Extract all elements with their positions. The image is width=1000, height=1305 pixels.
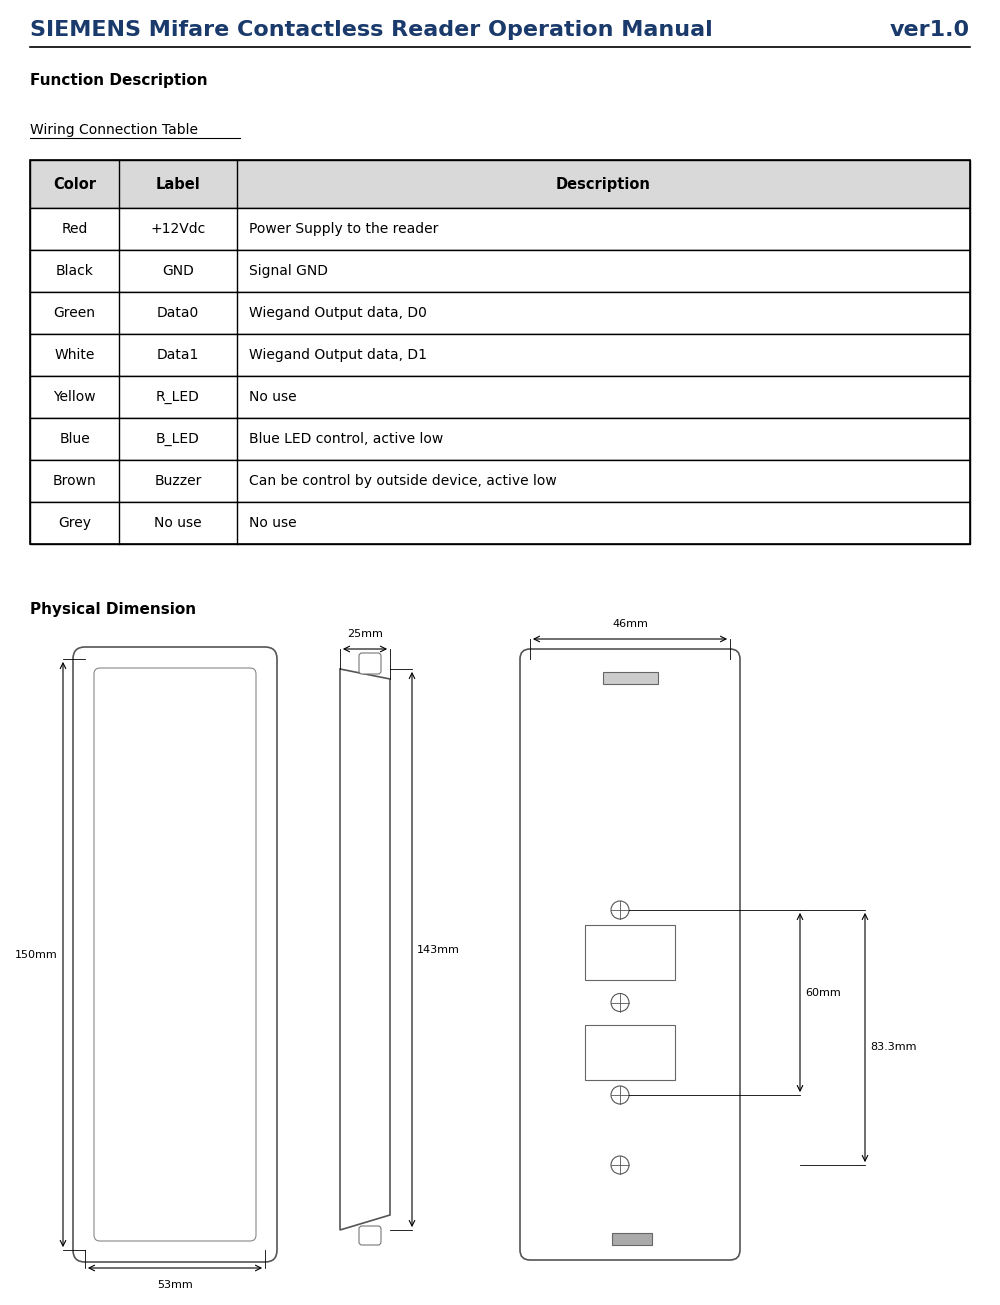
FancyBboxPatch shape [520, 649, 740, 1261]
Bar [30, 334, 970, 376]
Text: Data0: Data0 [157, 305, 199, 320]
FancyBboxPatch shape [359, 1225, 381, 1245]
Text: Color: Color [53, 176, 96, 192]
Bar [30, 459, 970, 502]
Circle shape [611, 993, 629, 1011]
Text: Description: Description [556, 176, 651, 192]
Bar [30, 207, 970, 251]
FancyBboxPatch shape [359, 652, 381, 673]
Polygon shape [340, 669, 390, 1231]
Bar [30, 161, 970, 207]
Text: 143mm: 143mm [417, 945, 460, 954]
FancyBboxPatch shape [73, 647, 277, 1262]
Bar [30, 161, 970, 544]
Text: Brown: Brown [53, 474, 97, 488]
Text: SIEMENS Mifare Contactless Reader Operation Manual: SIEMENS Mifare Contactless Reader Operat… [30, 20, 713, 40]
Text: 46mm: 46mm [612, 619, 648, 629]
Text: Wiegand Output data, D0: Wiegand Output data, D0 [249, 305, 427, 320]
Text: Data1: Data1 [157, 348, 199, 361]
Text: 60mm: 60mm [805, 988, 841, 997]
Text: Function Description: Function Description [30, 73, 208, 87]
Text: Label: Label [156, 176, 200, 192]
Text: B_LED: B_LED [156, 432, 200, 446]
Text: Power Supply to the reader: Power Supply to the reader [249, 222, 438, 236]
Text: Red: Red [61, 222, 88, 236]
Text: Signal GND: Signal GND [249, 264, 328, 278]
Text: R_LED: R_LED [156, 390, 200, 405]
Text: 53mm: 53mm [157, 1280, 193, 1291]
Text: Wiegand Output data, D1: Wiegand Output data, D1 [249, 348, 427, 361]
Bar [30, 292, 970, 334]
Text: No use: No use [249, 390, 296, 405]
Text: Physical Dimension: Physical Dimension [30, 602, 196, 616]
Circle shape [611, 1086, 629, 1104]
Bar [602, 672, 658, 684]
Bar [30, 251, 970, 292]
Bar [30, 376, 970, 418]
Text: Wiring Connection Table: Wiring Connection Table [30, 123, 198, 137]
Bar [585, 925, 675, 980]
Text: Buzzer: Buzzer [154, 474, 202, 488]
Text: No use: No use [154, 515, 202, 530]
Text: Yellow: Yellow [53, 390, 96, 405]
Text: Grey: Grey [58, 515, 91, 530]
Text: 83.3mm: 83.3mm [870, 1043, 917, 1053]
Circle shape [611, 900, 629, 919]
Circle shape [611, 1156, 629, 1174]
Text: No use: No use [249, 515, 296, 530]
Text: Blue: Blue [59, 432, 90, 446]
Text: 150mm: 150mm [15, 950, 58, 959]
Text: GND: GND [162, 264, 194, 278]
Text: Green: Green [54, 305, 96, 320]
Bar [30, 418, 970, 459]
Text: White: White [54, 348, 95, 361]
Bar [30, 502, 970, 544]
Text: +12Vdc: +12Vdc [150, 222, 206, 236]
Text: Black: Black [56, 264, 94, 278]
Text: ver1.0: ver1.0 [890, 20, 970, 40]
Bar [612, 1233, 652, 1245]
Text: Blue LED control, active low: Blue LED control, active low [249, 432, 443, 446]
Text: 25mm: 25mm [347, 629, 383, 639]
Bar [585, 1024, 675, 1081]
FancyBboxPatch shape [94, 668, 256, 1241]
Text: Can be control by outside device, active low: Can be control by outside device, active… [249, 474, 557, 488]
